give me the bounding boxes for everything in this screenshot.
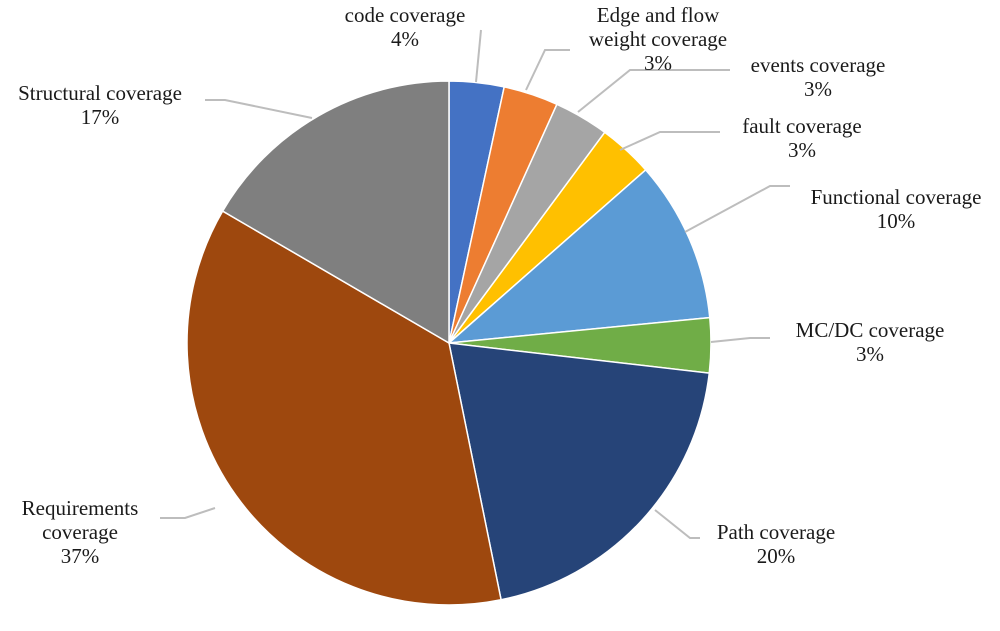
slice-name-1: weight coverage	[589, 27, 727, 51]
leader-line-0	[475, 29, 482, 83]
slice-name-4: Functional coverage	[811, 185, 982, 209]
slice-percent-2: 3%	[804, 77, 832, 101]
slice-label-8: Structural coverage 17%	[18, 81, 182, 129]
slice-percent-6: 20%	[757, 544, 796, 568]
pie-slice-4	[446, 168, 711, 344]
slice-label-6: Path coverage 20%	[717, 520, 835, 568]
slice-label-2: events coverage 3%	[751, 53, 886, 101]
slice-name-8: Structural coverage	[18, 81, 182, 105]
leader-line-2	[577, 69, 730, 113]
slice-label-4: Functional coverage 10%	[811, 185, 982, 233]
slice-name-0: code coverage	[345, 3, 466, 27]
slice-percent-5: 3%	[856, 342, 884, 366]
slice-percent-4: 10%	[877, 209, 916, 233]
slice-name-1: Edge and flow	[597, 3, 720, 27]
slice-name-7: Requirements	[22, 496, 139, 520]
slice-percent-1: 3%	[644, 51, 672, 75]
slice-label-7: Requirements coverage 37%	[22, 496, 139, 568]
pie-slice-8	[221, 80, 450, 345]
leader-line-1	[525, 49, 570, 91]
slice-label-1: Edge and flow weight coverage 3%	[589, 3, 727, 75]
leader-line-5	[710, 337, 770, 343]
slice-name-5: MC/DC coverage	[796, 318, 945, 342]
slice-label-3: fault coverage 3%	[742, 114, 862, 162]
slice-name-7: coverage	[42, 520, 118, 544]
slice-label-5: MC/DC coverage 3%	[796, 318, 945, 366]
slice-name-3: fault coverage	[742, 114, 862, 138]
slice-name-6: Path coverage	[717, 520, 835, 544]
leader-line-6	[654, 509, 700, 539]
slice-percent-8: 17%	[81, 105, 120, 129]
slice-label-0: code coverage 4%	[345, 3, 466, 51]
leader-line-4	[684, 185, 790, 233]
leader-line-8	[205, 99, 313, 119]
pie-slices	[186, 80, 712, 606]
slice-percent-3: 3%	[788, 138, 816, 162]
leader-line-3	[619, 131, 720, 151]
slice-percent-0: 4%	[391, 27, 419, 51]
leader-line-7	[160, 507, 216, 519]
slice-labels: code coverage 4% Edge and flow weight cover…	[18, 3, 981, 568]
slice-name-2: events coverage	[751, 53, 886, 77]
leader-lines	[160, 29, 790, 539]
slice-percent-7: 37%	[61, 544, 100, 568]
pie-slice-7	[186, 210, 502, 606]
pie-slice-6	[448, 342, 711, 601]
